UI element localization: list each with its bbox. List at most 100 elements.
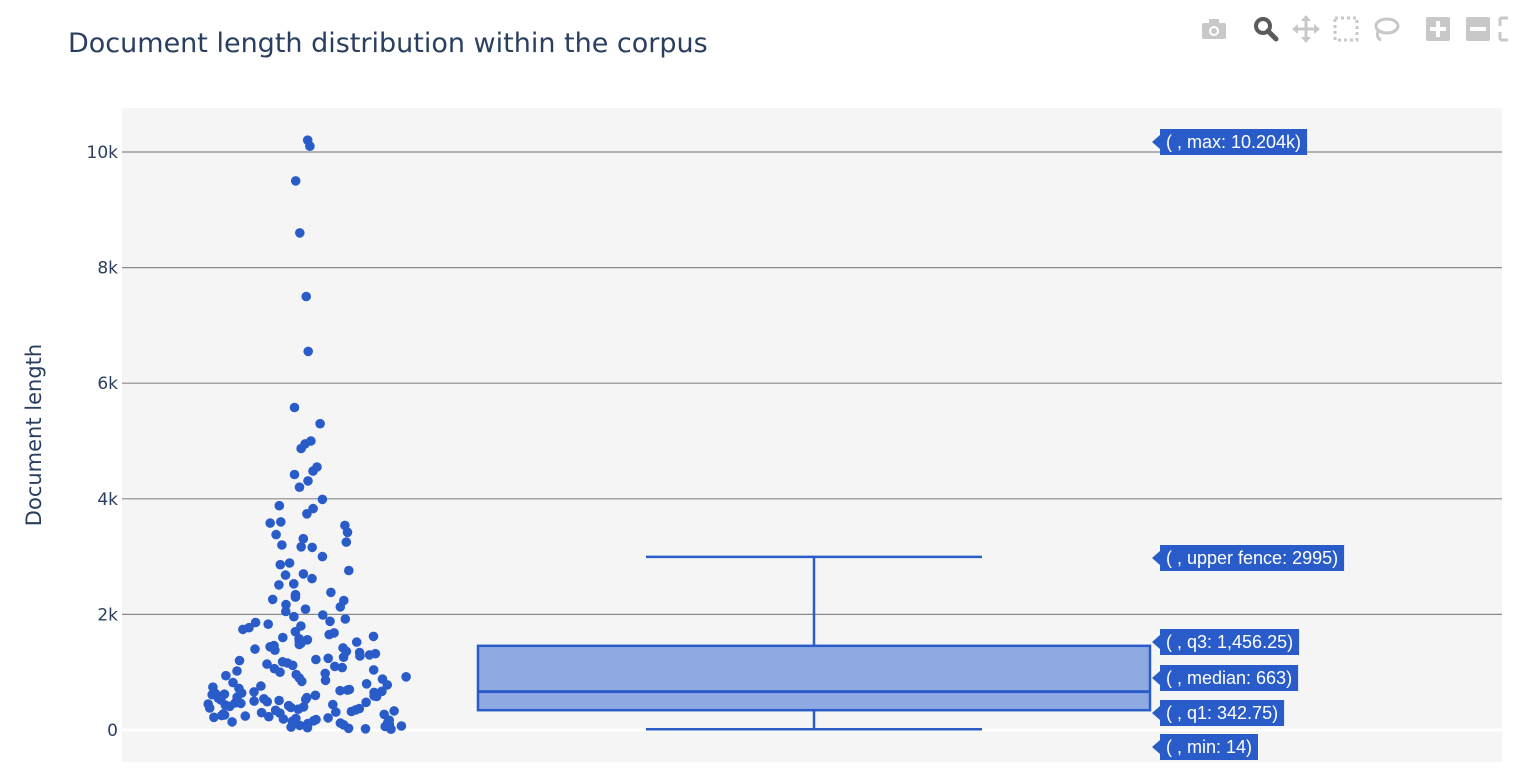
camera-icon[interactable] xyxy=(1194,12,1234,46)
data-point xyxy=(310,690,321,701)
data-point xyxy=(331,707,341,717)
data-point xyxy=(204,703,215,713)
hover-label-bg xyxy=(1160,734,1258,760)
data-point xyxy=(355,651,365,661)
data-point xyxy=(262,696,273,707)
data-point xyxy=(281,599,291,610)
data-point xyxy=(382,680,393,690)
y-tick-label: 0 xyxy=(107,721,118,741)
data-point xyxy=(317,551,328,562)
data-point xyxy=(323,653,334,664)
data-point xyxy=(297,676,307,687)
data-point xyxy=(343,723,354,734)
y-tick-label: 2k xyxy=(97,605,118,625)
box-iqr xyxy=(476,644,1152,712)
data-point xyxy=(324,629,335,640)
hover-label-pointer xyxy=(1152,740,1160,754)
zoom-icon[interactable] xyxy=(1246,12,1286,46)
data-point xyxy=(284,558,295,568)
data-point xyxy=(249,696,259,706)
data-point xyxy=(274,695,284,706)
data-point xyxy=(361,679,372,689)
data-point xyxy=(317,494,328,505)
data-point xyxy=(303,346,314,357)
data-point xyxy=(340,614,351,624)
data-point xyxy=(386,724,396,734)
data-point xyxy=(337,662,348,673)
data-point xyxy=(270,645,280,655)
data-point xyxy=(289,579,299,589)
hover-label-bg xyxy=(1160,700,1285,726)
autoscale-icon[interactable] xyxy=(1498,12,1514,46)
hover-label-text: ( , median: 663) xyxy=(1166,668,1292,688)
data-point xyxy=(311,654,321,665)
data-point xyxy=(323,713,333,723)
data-point xyxy=(342,685,353,695)
data-point xyxy=(307,573,317,584)
data-point xyxy=(303,476,313,486)
data-point xyxy=(368,631,379,642)
data-point xyxy=(326,587,336,598)
box-trace[interactable] xyxy=(476,555,1152,731)
data-point xyxy=(274,500,285,511)
data-point xyxy=(401,672,411,682)
y-tick-label: 6k xyxy=(97,374,118,394)
data-point xyxy=(238,624,248,635)
hover-label-pointer xyxy=(1152,635,1160,649)
data-point xyxy=(301,291,312,302)
data-point xyxy=(360,724,371,734)
data-point xyxy=(302,509,312,519)
data-point xyxy=(271,529,281,540)
data-point xyxy=(368,665,379,675)
data-point xyxy=(225,701,235,712)
data-point xyxy=(267,594,278,605)
y-axis: 0 2k 4k 6k 8k 10k xyxy=(87,143,119,741)
data-point xyxy=(278,714,289,724)
data-point xyxy=(290,176,301,186)
hover-label-bg xyxy=(1160,129,1308,155)
data-point xyxy=(262,659,272,669)
data-point xyxy=(265,518,276,528)
hover-label: ( , upper fence: 2995) xyxy=(1152,545,1345,571)
data-point xyxy=(256,681,266,691)
data-point xyxy=(290,592,301,602)
data-point xyxy=(338,652,349,662)
hover-label-bg xyxy=(1160,665,1299,691)
hover-label-bg xyxy=(1160,629,1300,655)
data-point xyxy=(289,469,300,480)
hover-label: ( , q1: 342.75) xyxy=(1152,700,1285,726)
zoom-in-icon[interactable] xyxy=(1418,12,1458,46)
modebar xyxy=(1194,12,1514,46)
data-point xyxy=(276,517,286,527)
hover-label-pointer xyxy=(1152,135,1160,149)
data-point xyxy=(344,565,354,576)
data-point xyxy=(320,675,331,686)
data-point xyxy=(234,655,245,666)
data-point xyxy=(351,637,362,647)
pan-icon[interactable] xyxy=(1286,12,1326,46)
data-point xyxy=(236,698,246,709)
data-point xyxy=(263,619,274,629)
data-point xyxy=(341,537,352,547)
data-point xyxy=(250,644,260,654)
jitter-points xyxy=(203,135,411,734)
data-point xyxy=(250,617,261,628)
data-point xyxy=(320,668,331,679)
hover-label-text: ( , upper fence: 2995) xyxy=(1166,548,1338,568)
hover-label-pointer xyxy=(1152,706,1160,720)
data-point xyxy=(286,702,296,713)
data-point xyxy=(228,677,238,688)
data-point xyxy=(274,580,284,590)
data-point xyxy=(209,712,219,723)
lasso-icon[interactable] xyxy=(1366,12,1406,46)
data-point xyxy=(335,685,345,696)
hover-label: ( , q3: 1,456.25) xyxy=(1152,629,1300,655)
data-point xyxy=(308,466,318,476)
data-point xyxy=(277,540,287,550)
data-point xyxy=(289,402,300,413)
box-select-icon[interactable] xyxy=(1326,12,1366,46)
data-point xyxy=(221,670,231,681)
zoom-out-icon[interactable] xyxy=(1458,12,1498,46)
data-point xyxy=(300,604,311,614)
